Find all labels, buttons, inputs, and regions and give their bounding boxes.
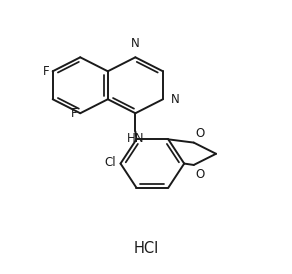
Text: Cl: Cl bbox=[104, 156, 116, 169]
Text: O: O bbox=[195, 127, 205, 140]
Text: HN: HN bbox=[127, 132, 144, 145]
Text: N: N bbox=[171, 93, 180, 106]
Text: F: F bbox=[43, 65, 50, 78]
Text: O: O bbox=[195, 168, 205, 181]
Text: N: N bbox=[131, 37, 140, 50]
Text: F: F bbox=[70, 107, 77, 120]
Text: HCl: HCl bbox=[133, 241, 159, 256]
